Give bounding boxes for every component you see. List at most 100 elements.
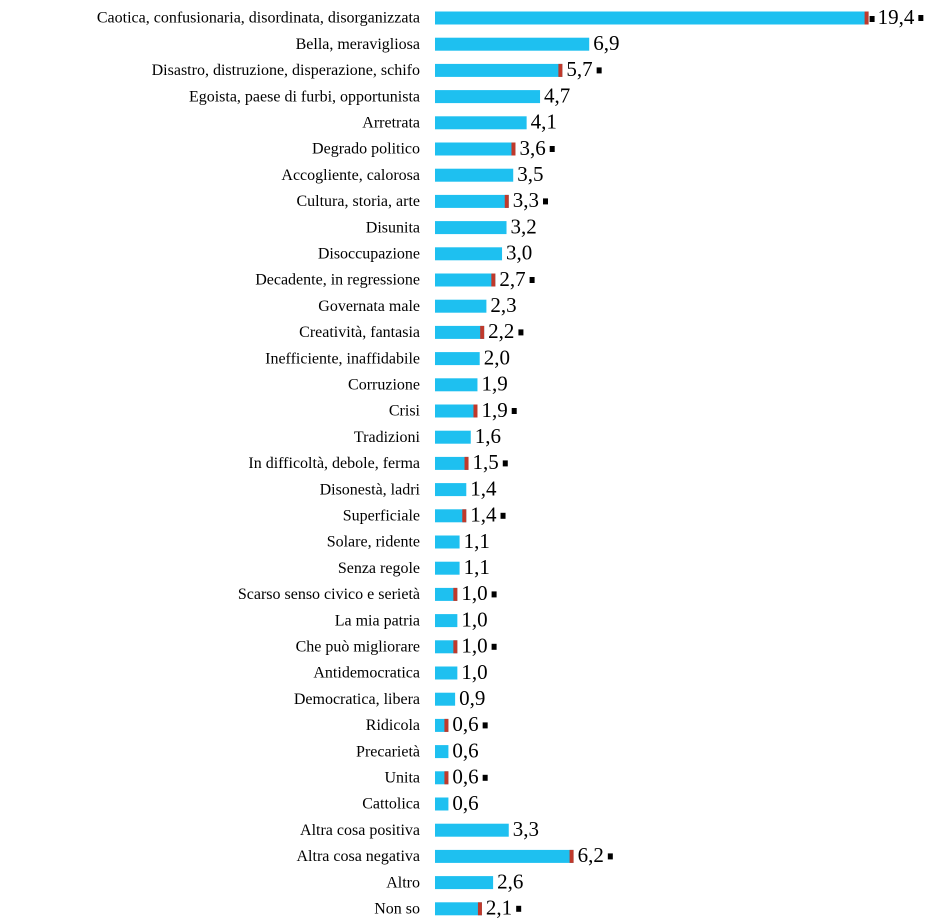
category-label: Degrado politico [312, 141, 420, 158]
label-marker [516, 905, 522, 912]
value-label: 3,3 [513, 817, 539, 841]
category-label: Altro [386, 874, 420, 891]
bar [435, 456, 469, 470]
bar [435, 352, 480, 366]
category-label: Decadente, in regressione [255, 272, 420, 289]
category-label: Governata male [318, 298, 420, 315]
value-label: 1,4 [470, 476, 497, 500]
value-label: 3,6 [519, 136, 545, 160]
value-label: 3,3 [513, 188, 539, 212]
value-label: 2,2 [488, 319, 514, 343]
category-label: Corruzione [348, 376, 420, 393]
bar [435, 666, 458, 680]
label-marker [511, 408, 517, 414]
bar [435, 587, 458, 601]
value-label: 1,1 [464, 529, 490, 553]
bar [435, 194, 509, 208]
category-label: Creatività, fantasia [299, 324, 420, 341]
bar [435, 90, 541, 104]
category-label: Non so [374, 900, 420, 917]
value-label: 2,6 [497, 869, 523, 893]
bar [435, 11, 869, 25]
category-label: Disastro, distruzione, disperazione, sch… [152, 62, 420, 79]
value-label: 2,7 [499, 267, 525, 291]
category-label: Tradizioni [354, 429, 421, 446]
value-label: 1,0 [461, 607, 487, 631]
bar [435, 745, 449, 759]
category-label: Scarso senso civico e serietà [238, 586, 420, 603]
category-label: Disonestà, ladri [320, 481, 421, 498]
bar [435, 299, 487, 313]
value-label: 0,6 [452, 738, 478, 762]
bar [435, 692, 456, 706]
label-marker [502, 460, 508, 467]
bar [435, 902, 482, 916]
value-label: 0,6 [452, 765, 478, 789]
category-label: Accogliente, calorosa [281, 167, 420, 184]
category-label: Arretrata [362, 114, 420, 131]
category-label: Caotica, confusionaria, disordinata, dis… [97, 10, 420, 27]
value-label: 1,4 [470, 503, 497, 527]
category-label: Disoccupazione [318, 245, 420, 262]
category-label: Solare, ridente [327, 534, 420, 551]
bar [435, 430, 471, 444]
bar-end-marker [462, 509, 467, 523]
category-label: In difficoltà, debole, ferma [248, 455, 420, 472]
value-label: 4,1 [531, 110, 557, 134]
category-label: Altra cosa negativa [297, 848, 421, 865]
bar [435, 876, 494, 890]
label-marker [549, 146, 555, 152]
label-marker [491, 591, 497, 598]
label-marker [596, 67, 602, 74]
category-label: Cultura, storia, arte [296, 193, 420, 210]
bar-end-marker [480, 325, 485, 339]
bar [435, 37, 590, 51]
bar-end-marker [477, 902, 482, 916]
bar [435, 849, 574, 863]
value-label: 4,7 [544, 83, 570, 107]
category-label: Precarietà [356, 743, 420, 760]
category-label: Disunita [366, 219, 420, 236]
bar-end-marker [444, 718, 449, 732]
value-label: 0,6 [452, 791, 478, 815]
bar [435, 168, 514, 182]
bar [435, 561, 460, 575]
bar-end-marker [511, 142, 516, 156]
category-label: Democratica, libera [294, 691, 420, 708]
label-marker [869, 16, 875, 22]
value-label: 1,6 [475, 424, 501, 448]
label-marker [518, 329, 524, 336]
value-label: 3,5 [517, 162, 543, 186]
bar-end-marker [558, 63, 563, 77]
bar-end-marker [473, 404, 478, 418]
bar [435, 614, 458, 628]
bar [435, 116, 527, 130]
bar [435, 509, 467, 523]
label-marker [607, 853, 613, 860]
category-label: Egoista, paese di furbi, opportunista [189, 88, 420, 105]
category-label: Crisi [389, 403, 421, 420]
category-label: Ridicola [366, 717, 420, 734]
bar [435, 221, 507, 235]
bar [435, 640, 458, 654]
value-label: 1,0 [461, 634, 487, 658]
category-label: Antidemocratica [313, 665, 420, 682]
value-label: 1,1 [464, 555, 490, 579]
bar [435, 823, 509, 837]
value-label: 2,3 [490, 293, 516, 317]
category-label: Che può migliorare [296, 638, 420, 655]
bar [435, 404, 478, 418]
value-label: 2,0 [484, 345, 510, 369]
label-marker [529, 277, 535, 283]
bar-end-marker [453, 587, 458, 601]
bar-end-marker [864, 11, 869, 25]
value-label: 1,9 [481, 372, 507, 396]
label-marker [543, 198, 549, 205]
label-marker [491, 643, 497, 650]
value-label: 5,7 [566, 57, 592, 81]
category-label: Bella, meravigliosa [296, 36, 420, 53]
category-label: Altra cosa positiva [300, 822, 420, 839]
value-label: 1,5 [473, 450, 499, 474]
label-marker [918, 15, 924, 21]
